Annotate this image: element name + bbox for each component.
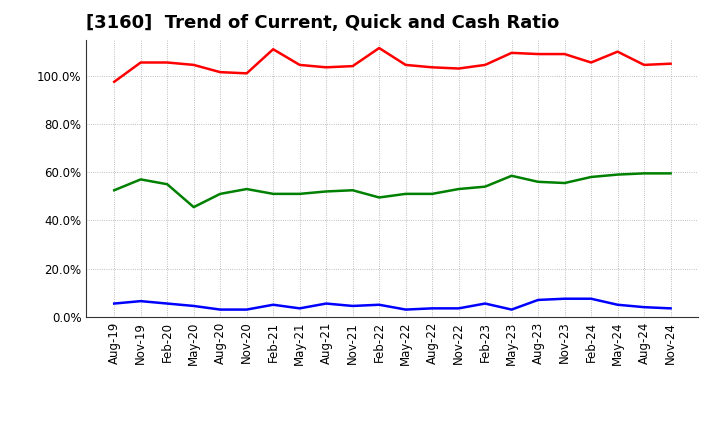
Current Ratio xyxy=(295,62,304,68)
Line: Quick Ratio: Quick Ratio xyxy=(114,173,670,207)
Quick Ratio xyxy=(587,174,595,180)
Quick Ratio xyxy=(560,180,569,186)
Current Ratio xyxy=(587,60,595,65)
Quick Ratio xyxy=(189,205,198,210)
Cash Ratio xyxy=(189,303,198,308)
Quick Ratio xyxy=(401,191,410,197)
Current Ratio xyxy=(508,50,516,55)
Current Ratio xyxy=(481,62,490,68)
Current Ratio xyxy=(428,65,436,70)
Cash Ratio xyxy=(640,304,649,310)
Current Ratio xyxy=(560,51,569,57)
Text: [3160]  Trend of Current, Quick and Cash Ratio: [3160] Trend of Current, Quick and Cash … xyxy=(86,15,559,33)
Quick Ratio xyxy=(428,191,436,197)
Current Ratio xyxy=(348,63,357,69)
Quick Ratio xyxy=(613,172,622,177)
Quick Ratio xyxy=(348,187,357,193)
Quick Ratio xyxy=(163,182,171,187)
Quick Ratio xyxy=(110,187,119,193)
Current Ratio xyxy=(640,62,649,68)
Quick Ratio xyxy=(295,191,304,197)
Current Ratio xyxy=(375,45,384,51)
Quick Ratio xyxy=(375,195,384,200)
Cash Ratio xyxy=(401,307,410,312)
Current Ratio xyxy=(163,60,171,65)
Current Ratio xyxy=(401,62,410,68)
Cash Ratio xyxy=(666,306,675,311)
Cash Ratio xyxy=(428,306,436,311)
Cash Ratio xyxy=(534,297,542,303)
Cash Ratio xyxy=(508,307,516,312)
Quick Ratio xyxy=(216,191,225,197)
Cash Ratio xyxy=(110,301,119,306)
Current Ratio xyxy=(613,49,622,54)
Quick Ratio xyxy=(640,171,649,176)
Cash Ratio xyxy=(322,301,330,306)
Cash Ratio xyxy=(136,298,145,304)
Cash Ratio xyxy=(375,302,384,308)
Quick Ratio xyxy=(269,191,277,197)
Current Ratio xyxy=(322,65,330,70)
Cash Ratio xyxy=(481,301,490,306)
Quick Ratio xyxy=(136,177,145,182)
Cash Ratio xyxy=(348,303,357,308)
Quick Ratio xyxy=(666,171,675,176)
Cash Ratio xyxy=(613,302,622,308)
Cash Ratio xyxy=(163,301,171,306)
Cash Ratio xyxy=(560,296,569,301)
Quick Ratio xyxy=(508,173,516,179)
Current Ratio xyxy=(216,70,225,75)
Quick Ratio xyxy=(534,179,542,184)
Current Ratio xyxy=(534,51,542,57)
Quick Ratio xyxy=(243,187,251,192)
Cash Ratio xyxy=(295,306,304,311)
Current Ratio xyxy=(243,71,251,76)
Current Ratio xyxy=(136,60,145,65)
Line: Current Ratio: Current Ratio xyxy=(114,48,670,82)
Cash Ratio xyxy=(269,302,277,308)
Cash Ratio xyxy=(243,307,251,312)
Quick Ratio xyxy=(454,187,463,192)
Current Ratio xyxy=(110,79,119,84)
Cash Ratio xyxy=(454,306,463,311)
Current Ratio xyxy=(666,61,675,66)
Cash Ratio xyxy=(216,307,225,312)
Quick Ratio xyxy=(481,184,490,189)
Current Ratio xyxy=(189,62,198,68)
Current Ratio xyxy=(269,47,277,52)
Cash Ratio xyxy=(587,296,595,301)
Current Ratio xyxy=(454,66,463,71)
Quick Ratio xyxy=(322,189,330,194)
Line: Cash Ratio: Cash Ratio xyxy=(114,299,670,310)
